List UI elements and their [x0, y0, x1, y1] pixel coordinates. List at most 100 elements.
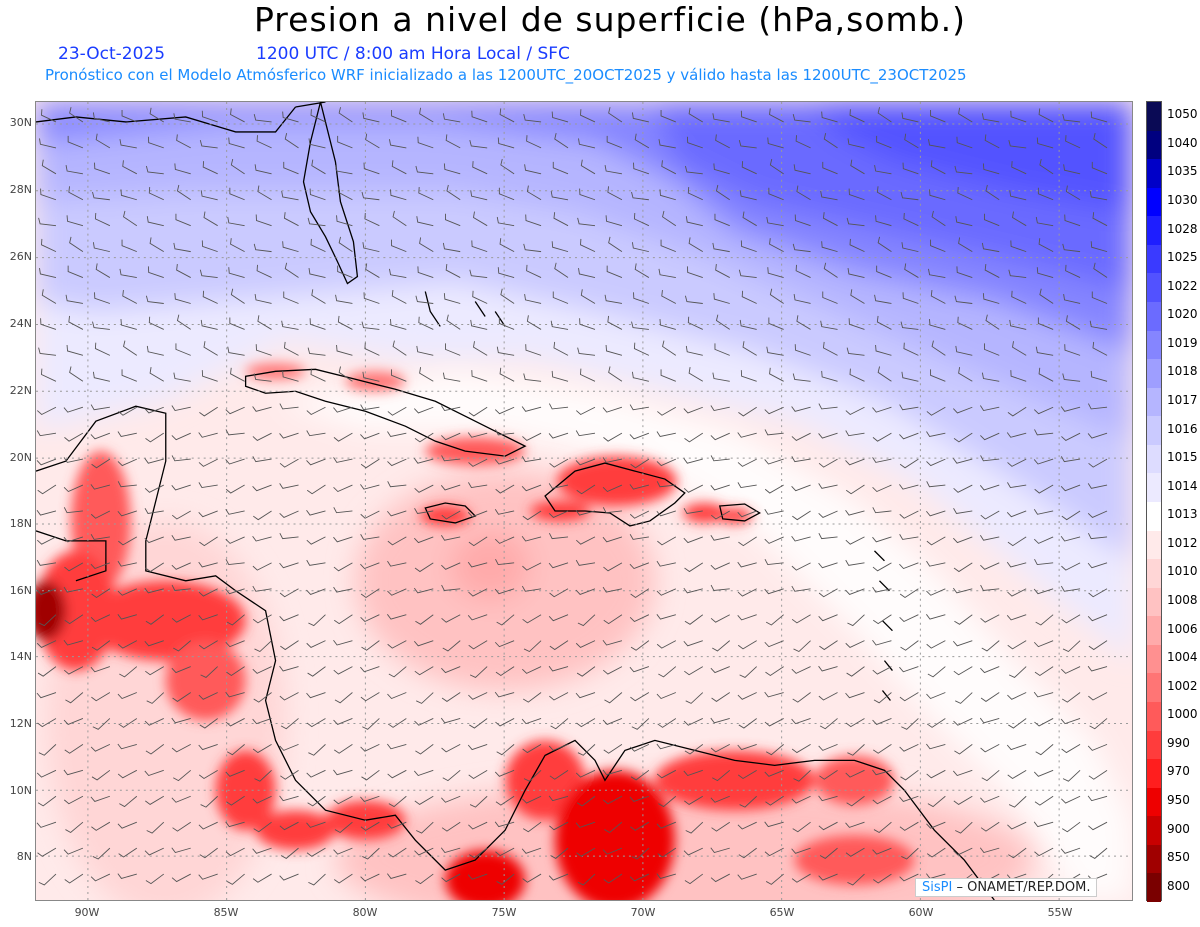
wind-barb [1006, 561, 1027, 568]
wind-barb [954, 614, 973, 625]
wind-barb [1008, 269, 1027, 279]
wind-barb [495, 847, 515, 857]
wind-barb [872, 562, 892, 572]
wind-barb [822, 291, 838, 304]
wind-barb [91, 821, 111, 831]
wind-barb [253, 510, 272, 521]
wind-barb [36, 536, 57, 545]
wind-barb [41, 289, 57, 304]
wind-barb [90, 404, 110, 411]
wind-barb [38, 217, 57, 227]
wind-barb [847, 873, 865, 886]
wind-barb [252, 456, 272, 463]
wind-barb [144, 847, 164, 856]
wind-barb [899, 510, 919, 519]
wind-barb [685, 216, 703, 227]
wind-barb [1087, 403, 1108, 410]
wind-barb [822, 161, 838, 175]
colorbar-label: 850 [1167, 850, 1190, 865]
wind-barb [363, 162, 380, 175]
pressure-map [35, 101, 1133, 901]
wind-barb [333, 586, 353, 593]
wind-barb [872, 666, 892, 675]
wind-barb [198, 458, 218, 467]
wind-barb [926, 718, 946, 728]
wind-barb [64, 744, 84, 754]
wind-barb [117, 614, 137, 620]
wind-barb [525, 214, 542, 227]
wind-barb [953, 666, 973, 676]
wind-barb [765, 666, 784, 677]
wind-barb [360, 743, 380, 752]
wind-barb [199, 847, 218, 859]
wind-barb [333, 718, 353, 725]
wind-barb [793, 164, 811, 175]
wind-barb [257, 315, 272, 330]
wind-barb [391, 239, 407, 253]
wind-barb [656, 769, 677, 779]
wind-barb [333, 432, 353, 442]
wind-barb [899, 666, 919, 673]
wind-barb [414, 508, 434, 514]
wind-barb [414, 562, 434, 573]
wind-barb [926, 536, 946, 546]
wind-barb [792, 243, 811, 253]
wind-barb [440, 405, 461, 412]
colorbar-swatch [1147, 702, 1161, 731]
wind-barb [441, 584, 461, 591]
wind-barb [200, 795, 218, 808]
wind-barb [63, 484, 84, 493]
wind-barb [899, 873, 919, 882]
wind-barb [333, 639, 353, 646]
wind-barb [630, 692, 650, 702]
wind-barb [198, 561, 218, 568]
colorbar-swatch [1147, 216, 1161, 245]
wind-barb [575, 692, 596, 699]
wind-barb [1038, 108, 1054, 123]
map-title: Presion a nivel de superficie (hPa,somb.… [253, 0, 967, 39]
wind-barb [629, 510, 650, 519]
wind-barb [498, 187, 515, 201]
wind-barb [413, 536, 434, 544]
colorbar-swatch [1147, 416, 1161, 445]
wind-barb [764, 640, 784, 648]
wind-barb [442, 242, 461, 253]
wind-barb [1062, 114, 1081, 123]
wind-barb [875, 215, 892, 227]
wind-barb [1087, 432, 1108, 439]
wind-barb [981, 113, 1000, 123]
wind-barb [308, 268, 326, 278]
wind-barb [360, 666, 380, 673]
wind-barb [899, 743, 919, 752]
wind-barb [576, 847, 596, 857]
wind-barb [845, 510, 865, 516]
wind-barb [872, 586, 892, 593]
wind-barb [121, 369, 137, 382]
wind-barb [63, 536, 84, 543]
wind-barb [521, 795, 542, 804]
wind-barb [957, 316, 973, 330]
colorbar-swatch [1147, 816, 1161, 845]
wind-barb [279, 510, 299, 518]
wind-barb [818, 432, 838, 439]
wind-barb [551, 370, 569, 382]
wind-barb [175, 343, 191, 356]
wind-barb [576, 484, 596, 495]
wind-barb [92, 321, 110, 330]
wind-barb [360, 692, 380, 702]
wind-barb [337, 315, 353, 330]
wind-barb [602, 586, 623, 593]
wind-barb [333, 873, 353, 884]
wind-barb [198, 510, 218, 518]
wind-barb [360, 404, 380, 411]
wind-barb [473, 341, 488, 356]
wind-barb [388, 666, 407, 678]
colorbar-swatch [1147, 130, 1161, 160]
wind-barb [710, 873, 730, 883]
wind-barb [549, 458, 569, 468]
wind-barb [360, 821, 380, 831]
wind-barb [230, 238, 245, 253]
wind-barb [470, 319, 488, 330]
wind-barb [500, 288, 515, 304]
wind-barb [225, 821, 245, 828]
